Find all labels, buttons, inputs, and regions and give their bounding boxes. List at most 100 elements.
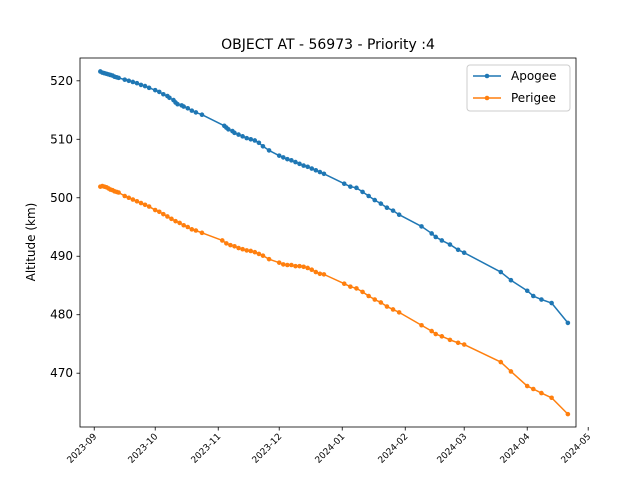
data-point-apogee	[396, 212, 402, 218]
data-point-apogee	[565, 320, 571, 326]
legend: Apogee Perigee	[466, 64, 571, 112]
data-point-perigee	[266, 256, 272, 262]
data-point-perigee	[232, 244, 237, 249]
data-point-perigee	[348, 284, 353, 289]
data-point-apogee	[317, 169, 323, 175]
data-point-perigee	[248, 248, 254, 254]
data-point-apogee	[372, 197, 378, 203]
data-point-apogee	[138, 82, 144, 88]
data-point-apogee	[167, 95, 172, 101]
data-point-apogee	[226, 127, 231, 132]
data-point-apogee	[549, 300, 554, 306]
data-point-perigee	[455, 340, 461, 346]
data-point-perigee	[134, 198, 140, 204]
data-point-apogee	[429, 231, 434, 236]
data-point-apogee	[252, 138, 258, 143]
data-point-apogee	[419, 224, 424, 229]
data-point-apogee	[175, 101, 180, 107]
data-point-apogee	[146, 85, 152, 91]
series-layer	[98, 69, 571, 417]
data-point-apogee	[236, 132, 241, 137]
data-point-perigee	[498, 359, 504, 365]
data-point-apogee	[256, 140, 262, 146]
data-point-perigee	[146, 204, 152, 209]
data-point-apogee	[305, 164, 310, 170]
data-point-apogee	[244, 135, 249, 141]
data-point-apogee	[266, 148, 272, 153]
data-point-perigee	[156, 209, 162, 215]
data-point-perigee	[177, 220, 182, 226]
data-point-perigee	[280, 262, 286, 267]
data-point-perigee	[116, 190, 121, 195]
data-point-apogee	[260, 144, 266, 149]
data-point-perigee	[185, 224, 191, 230]
series-perigee	[98, 183, 571, 417]
data-point-apogee	[378, 201, 384, 206]
data-point-perigee	[189, 227, 195, 232]
data-point-apogee	[276, 153, 282, 158]
data-point-apogee	[232, 130, 237, 136]
data-point-perigee	[165, 214, 170, 219]
data-point-perigee	[508, 369, 514, 374]
data-point-apogee	[390, 208, 396, 213]
data-point-perigee	[309, 267, 315, 272]
data-point-perigee	[276, 260, 282, 265]
chart-title: OBJECT AT - 56973 - Priority :4	[221, 37, 435, 53]
series-apogee	[98, 69, 571, 326]
data-point-perigee	[285, 262, 290, 268]
data-point-perigee	[429, 328, 434, 334]
data-point-perigee	[461, 342, 467, 347]
data-point-apogee	[134, 80, 140, 86]
data-point-apogee	[508, 277, 514, 283]
data-point-perigee	[199, 230, 205, 236]
data-point-perigee	[317, 271, 323, 277]
data-point-perigee	[220, 238, 225, 243]
data-point-apogee	[293, 159, 298, 165]
data-point-perigee	[396, 310, 402, 315]
data-point-perigee	[565, 411, 571, 417]
data-point-apogee	[433, 234, 439, 240]
data-point-apogee	[366, 193, 371, 199]
data-point-apogee	[348, 184, 353, 189]
data-point-apogee	[280, 155, 286, 160]
data-point-perigee	[236, 245, 241, 251]
data-point-perigee	[126, 195, 132, 201]
data-point-perigee	[228, 242, 233, 248]
plot-frame	[79, 57, 577, 428]
legend-label-perigee: Perigee	[511, 91, 556, 105]
legend-marker-apogee	[484, 73, 490, 79]
data-point-apogee	[384, 205, 390, 211]
data-point-apogee	[142, 83, 148, 89]
data-point-perigee	[240, 246, 245, 252]
data-point-perigee	[447, 337, 453, 343]
data-point-perigee	[301, 264, 306, 270]
data-point-perigee	[252, 249, 258, 255]
y-tick-label: 520	[50, 74, 73, 88]
data-point-apogee	[301, 163, 306, 168]
data-point-perigee	[549, 395, 554, 401]
data-point-perigee	[244, 248, 249, 253]
data-point-perigee	[169, 216, 174, 222]
data-point-perigee	[366, 293, 371, 299]
data-point-apogee	[321, 171, 327, 177]
data-point-perigee	[181, 222, 186, 228]
y-tick-label: 490	[50, 249, 73, 263]
data-point-apogee	[539, 297, 544, 302]
data-point-apogee	[360, 189, 365, 195]
data-point-apogee	[297, 161, 302, 167]
data-point-perigee	[260, 253, 266, 258]
data-point-apogee	[461, 250, 467, 256]
data-point-apogee	[116, 75, 121, 81]
data-point-perigee	[384, 304, 390, 309]
data-point-apogee	[498, 269, 504, 275]
legend-marker-perigee	[484, 95, 490, 101]
data-point-apogee	[185, 105, 191, 111]
y-tick-label: 510	[50, 132, 73, 146]
data-point-apogee	[354, 185, 359, 191]
y-axis-label: Altitude (km)	[24, 203, 38, 282]
data-point-perigee	[341, 281, 347, 287]
data-point-apogee	[341, 181, 347, 187]
data-point-perigee	[321, 272, 327, 277]
data-point-apogee	[240, 134, 245, 139]
